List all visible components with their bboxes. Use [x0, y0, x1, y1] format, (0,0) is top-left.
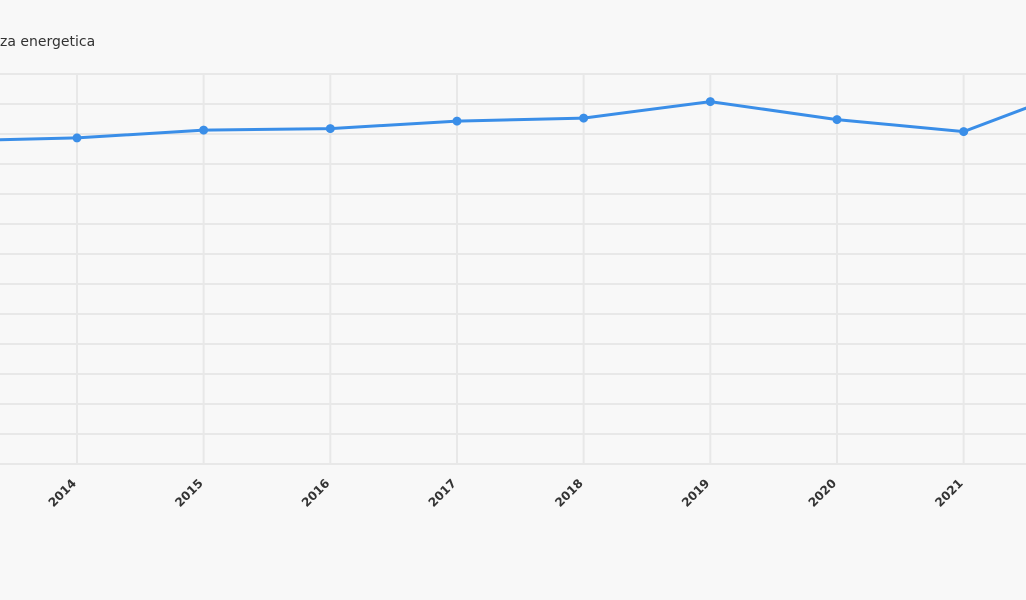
- line: [0, 100, 1026, 142]
- x-tick-label: 2021: [932, 476, 966, 510]
- point: [325, 124, 335, 134]
- point: [579, 113, 589, 123]
- point: [452, 116, 462, 126]
- x-tick-label: 2019: [679, 476, 713, 510]
- point: [199, 125, 209, 135]
- x-tick-label: 2018: [552, 476, 586, 510]
- point: [832, 115, 842, 125]
- point: [72, 133, 82, 143]
- x-tick-label: 2014: [46, 476, 80, 510]
- x-tick-label: 2016: [299, 476, 333, 510]
- x-tick-label: 2015: [172, 476, 206, 510]
- x-tick-label: 2020: [806, 476, 840, 510]
- point: [705, 97, 715, 107]
- point: [959, 127, 969, 137]
- x-tick-label: 2017: [426, 476, 460, 510]
- chart-title: za energetica: [0, 34, 95, 50]
